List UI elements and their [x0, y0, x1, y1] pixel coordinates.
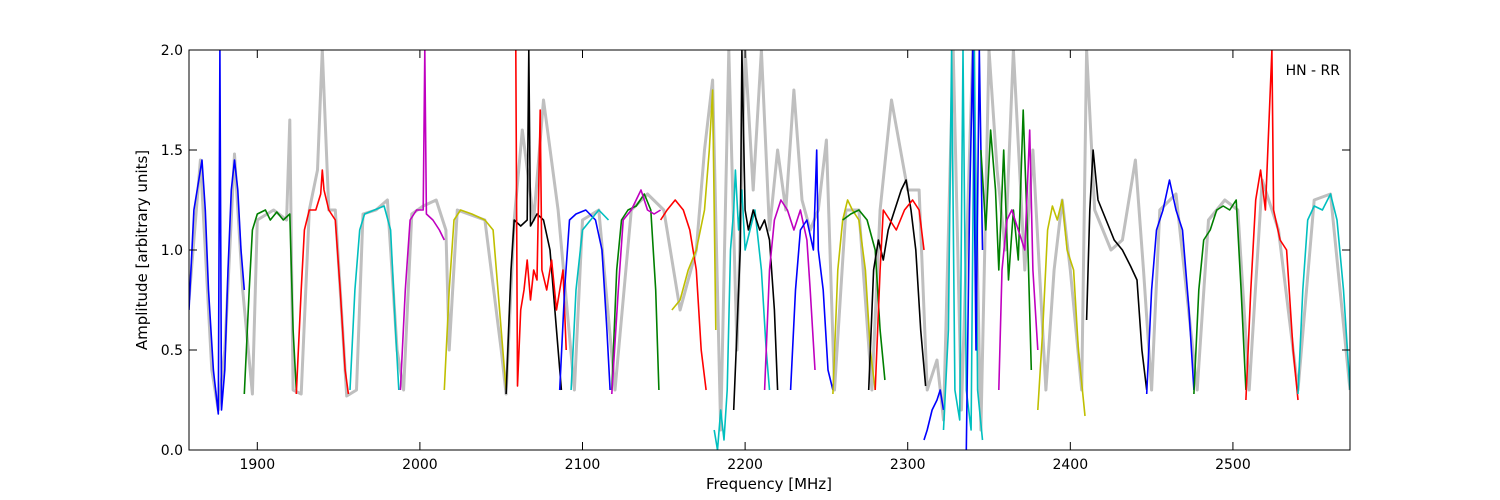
- series-line-20: [867, 179, 927, 391]
- series-line-24: [965, 50, 984, 450]
- plot-data-layer: [189, 50, 1350, 450]
- series-line-18: [832, 199, 876, 395]
- series-line-4: [399, 50, 446, 391]
- x-tick-label-0: 1900: [239, 457, 275, 473]
- x-axis-label: Frequency [MHz]: [706, 475, 832, 493]
- series-line-12: [659, 199, 707, 391]
- y-axis-label: Amplitude [arbitrary units]: [133, 150, 151, 350]
- series-line-29: [1145, 179, 1195, 395]
- series-line-2: [295, 169, 350, 395]
- series-line-13: [671, 89, 717, 331]
- series-line-1: [243, 209, 298, 395]
- series-line-15: [732, 50, 779, 411]
- series-line-23: [942, 50, 984, 441]
- series-line-10: [611, 193, 660, 391]
- x-tick-label-4: 2300: [890, 457, 926, 473]
- x-tick-label-3: 2200: [727, 457, 763, 473]
- series-line-14: [713, 169, 771, 450]
- series-line-25: [980, 109, 1033, 371]
- series-line-31: [1245, 50, 1299, 401]
- series-line-11: [611, 189, 662, 395]
- series-line-26: [998, 129, 1039, 391]
- chart-annotation: HN - RR: [1286, 63, 1341, 79]
- x-tick-label-6: 2500: [1215, 457, 1251, 473]
- x-tick-label-2: 2100: [565, 457, 601, 473]
- series-line-8: [558, 209, 611, 391]
- series-line-3: [349, 205, 400, 391]
- series-line-0: [189, 50, 246, 415]
- y-tick-label-0: 0.0: [161, 443, 183, 459]
- axis-ticks: 1900 2000 2100 2200 2300 2400 2500 0.0 0.5 1.0 1.5…: [161, 43, 1350, 473]
- series-line-5: [443, 209, 507, 391]
- y-tick-label-1: 0.5: [161, 343, 183, 359]
- x-tick-label-1: 2000: [402, 457, 438, 473]
- y-tick-label-3: 1.5: [161, 143, 183, 159]
- series-line-16: [763, 199, 816, 391]
- series-line-9: [570, 209, 610, 391]
- series-line-6: [505, 50, 563, 395]
- series-line-27: [1037, 199, 1086, 417]
- series-line-19: [842, 209, 886, 381]
- series-line-21: [874, 199, 925, 391]
- x-tick-label-5: 2400: [1052, 457, 1088, 473]
- series-line-17: [789, 149, 834, 391]
- series-line-30: [1193, 199, 1247, 395]
- series-line-22: [923, 389, 945, 441]
- series-line-28: [1085, 149, 1148, 391]
- y-tick-label-4: 2.0: [161, 43, 183, 59]
- y-tick-label-2: 1.0: [161, 243, 183, 259]
- series-line-7: [514, 50, 567, 387]
- series-line-32: [1297, 193, 1350, 395]
